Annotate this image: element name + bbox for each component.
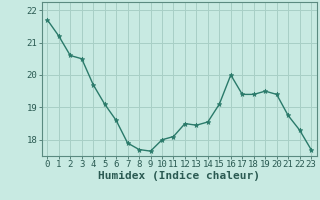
X-axis label: Humidex (Indice chaleur): Humidex (Indice chaleur): [98, 171, 260, 181]
